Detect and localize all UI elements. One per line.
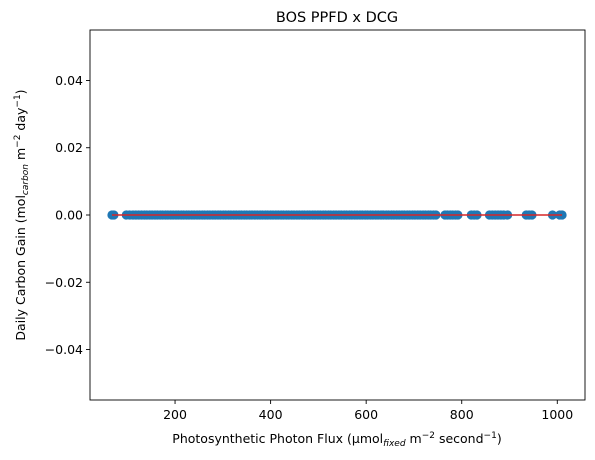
x-tick-label: 800 — [450, 407, 474, 422]
y-axis-label: Daily Carbon Gain (molcarbon m−2 day−1) — [13, 89, 31, 340]
x-tick-label: 400 — [259, 407, 283, 422]
y-tick-label: −0.04 — [45, 342, 83, 357]
plot-area — [89, 29, 586, 401]
chart-title: BOS PPFD x DCG — [276, 10, 398, 26]
y-tick-label: −0.02 — [45, 275, 83, 290]
data-point — [557, 210, 567, 220]
y-tick-label: 0.00 — [55, 208, 83, 223]
y-axis-ticks: −0.04 −0.02 0.00 0.02 0.04 — [45, 73, 90, 357]
y-tick-label: 0.04 — [55, 73, 83, 88]
x-tick-label: 200 — [163, 407, 187, 422]
x-axis-label: Photosynthetic Photon Flux (μmolfixed m−… — [172, 431, 501, 449]
x-tick-label: 600 — [354, 407, 378, 422]
y-tick-label: 0.02 — [55, 140, 83, 155]
x-tick-label: 1000 — [541, 407, 573, 422]
x-axis-ticks: 200 400 600 800 1000 — [163, 400, 573, 422]
